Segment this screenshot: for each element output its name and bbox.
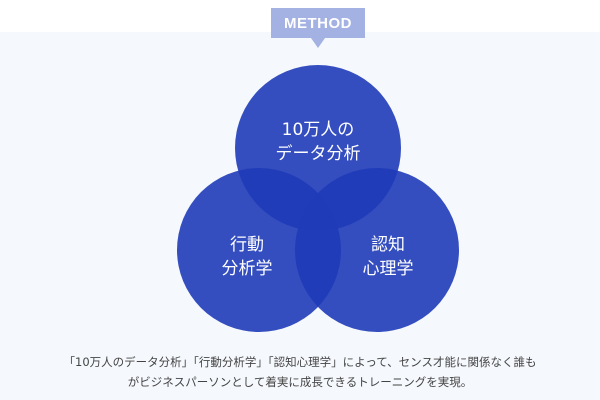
label-cognitive-psychology: 認知 心理学 xyxy=(318,233,458,281)
label-line: データ分析 xyxy=(275,144,361,164)
label-behavior-analysis: 行動 分析学 xyxy=(177,233,317,281)
description-line-1: 「10万人のデータ分析」「行動分析学」「認知心理学」によって、センス才能に関係な… xyxy=(63,355,537,369)
label-line: 行動 xyxy=(230,235,264,255)
label-data-analysis: 10万人の データ分析 xyxy=(248,118,388,166)
label-line: 10万人の xyxy=(281,120,355,140)
label-line: 分析学 xyxy=(221,259,273,279)
circle-behavior-analysis xyxy=(177,168,341,332)
badge-pointer xyxy=(311,38,325,48)
label-line: 認知 xyxy=(371,235,405,255)
method-badge: METHOD xyxy=(271,8,365,38)
label-line: 心理学 xyxy=(362,259,414,279)
description-line-2: がビジネスパーソンとして着実に成長できるトレーニングを実現。 xyxy=(127,375,473,389)
circle-cognitive-psychology xyxy=(295,168,459,332)
